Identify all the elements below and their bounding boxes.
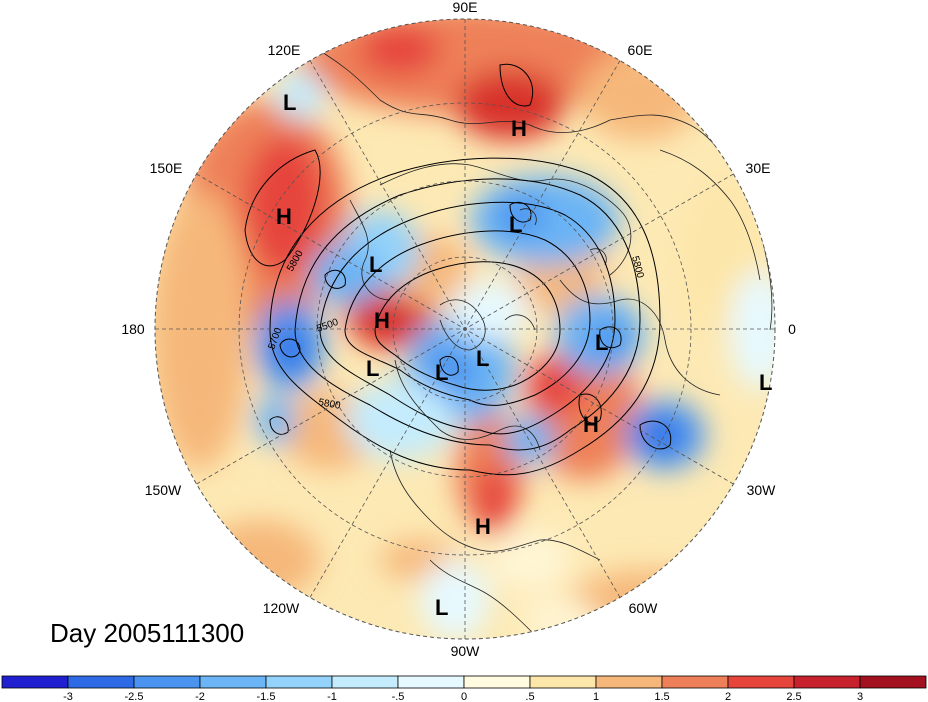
low-pressure-label: L [509,212,522,237]
colorbar-tick-label: 1.5 [654,691,669,702]
lon-label-180: 180 [121,321,145,337]
pressure-systems: L H H L L H L L L L L H H L [276,90,772,620]
height-contours [244,63,672,476]
colorbar-swatch [859,675,927,689]
colorbar-tick-label: 2.5 [786,691,801,702]
colorbar-tick-label: -.5 [392,691,405,702]
lon-label-30e: 30E [746,160,771,176]
colorbar-tick-label: -2.5 [125,691,144,702]
colorbar-swatch [529,675,597,689]
high-pressure-label: H [374,308,390,333]
colorbar-swatch [595,675,663,689]
colorbar-tick-label: -1.5 [257,691,276,702]
colorbar-swatch [1,675,69,689]
lon-label-90e: 90E [453,0,478,15]
colorbar-swatch [331,675,399,689]
low-pressure-label: L [759,370,772,395]
colorbar-tick-label: .5 [525,691,534,702]
colorbar-swatch [265,675,333,689]
low-pressure-label: L [435,360,448,385]
lon-label-30w: 30W [747,482,777,498]
high-pressure-label: H [276,204,292,229]
lon-label-120e: 120E [268,42,301,58]
colorbar-swatch [727,675,795,689]
high-pressure-label: H [583,412,599,437]
map-boundary [154,18,776,640]
contour-label: 5800 [317,397,341,412]
colorbar-swatch [793,675,861,689]
colorbar-tick-label: 0 [461,691,467,702]
longitude-labels: 90E 60E 30E 0 30W 60W 90W 120W 150W 180 … [121,0,796,659]
colorbar-tick-label: 1 [593,691,599,702]
low-pressure-label: L [283,90,296,115]
high-pressure-label: H [511,116,527,141]
anomaly-field [155,19,775,639]
low-pressure-label: L [595,330,608,355]
lon-label-150e: 150E [150,160,183,176]
colorbar-tick-label: -2 [195,691,205,702]
low-pressure-label: L [476,346,489,371]
colorbar-tick-label: -1 [327,691,337,702]
colorbar-tick-label: -3 [63,691,73,702]
colorbar-tick-label: 3 [857,691,863,702]
lon-label-150w: 150W [145,482,182,498]
low-pressure-label: L [366,356,379,381]
lon-label-120w: 120W [263,600,300,616]
colorbar-swatch [133,675,201,689]
colorbar-swatch [397,675,465,689]
low-pressure-label: L [435,595,448,620]
colorbar-swatch [199,675,267,689]
colorbar-swatch [463,675,531,689]
lon-label-0: 0 [788,321,796,337]
colorbar-swatch [661,675,729,689]
colorbar-swatch [67,675,135,689]
lon-label-90w: 90W [451,643,481,659]
lon-label-60e: 60E [628,42,653,58]
colorbar: -3 -2.5 -2 -1.5 -1 -.5 0 .5 1 1.5 2 2.5 3 [1,675,927,702]
high-pressure-label: H [475,514,491,539]
lon-label-60w: 60W [629,600,659,616]
colorbar-tick-label: 2 [725,691,731,702]
low-pressure-label: L [369,252,382,277]
latlon-grid [155,19,775,639]
day-label: Day 2005111300 [50,618,245,648]
